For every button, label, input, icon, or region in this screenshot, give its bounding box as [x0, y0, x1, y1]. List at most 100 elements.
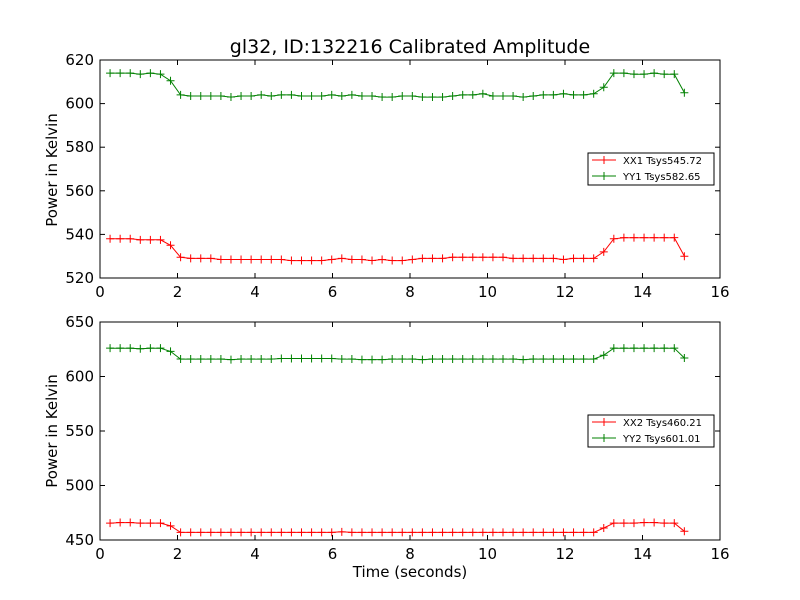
data-point-0-0-20: [307, 256, 316, 265]
data-point-0-1-43: [539, 90, 548, 99]
x-tick-label-1-5: 10: [478, 545, 497, 563]
data-point-1-1-39: [499, 355, 507, 364]
data-point-0-0-39: [499, 253, 507, 262]
data-point-0-0-49: [599, 247, 608, 256]
data-point-1-0-52: [629, 519, 638, 528]
data-point-1-1-35: [458, 355, 467, 364]
data-point-1-1-36: [468, 355, 477, 364]
legend-item-yy1: YY1 Tsys582.65: [592, 172, 701, 183]
data-point-0-0-26: [368, 256, 377, 265]
data-point-0-1-3: [136, 70, 145, 79]
x-tick-label-0-6: 12: [555, 283, 574, 301]
plot-bottom-ticks: 0 2 4 6 8 10 12 14 16 450 500 550 600 650: [65, 313, 729, 563]
data-point-1-0-25: [357, 528, 366, 537]
data-point-0-0-8: [186, 254, 195, 263]
data-point-1-1-30: [408, 355, 417, 364]
series-line-0-0: [110, 237, 685, 262]
x-tick-label-1-4: 8: [405, 545, 415, 563]
data-point-1-1-15: [257, 355, 266, 364]
data-point-0-0-6: [166, 241, 175, 250]
data-point-1-0-9: [196, 528, 205, 537]
y-tick-label-1-0: 450: [65, 531, 94, 549]
data-point-0-0-32: [428, 254, 437, 263]
data-point-0-1-7: [176, 90, 185, 99]
data-point-1-1-6: [166, 347, 175, 356]
data-point-1-0-0: [106, 519, 115, 528]
data-point-1-1-28: [388, 355, 397, 364]
data-point-0-0-22: [327, 255, 336, 264]
y-tick-label-0-3: 580: [65, 138, 94, 156]
data-point-0-0-47: [579, 254, 588, 263]
data-point-0-0-54: [650, 233, 659, 242]
data-point-1-1-18: [287, 354, 296, 363]
data-point-1-1-41: [519, 355, 528, 364]
data-point-1-0-3: [136, 519, 145, 528]
legend-top: XX1 Tsys545.72 YY1 Tsys582.65: [587, 152, 715, 186]
data-point-1-0-49: [599, 524, 608, 533]
data-point-0-0-53: [640, 233, 649, 242]
data-point-0-1-47: [579, 90, 588, 99]
x-tick-label-0-0: 0: [95, 283, 105, 301]
x-tick-label-1-0: 0: [95, 545, 105, 563]
data-point-0-1-53: [640, 70, 649, 79]
data-point-0-0-36: [468, 253, 477, 262]
data-point-0-1-19: [297, 91, 306, 100]
data-point-0-1-50: [609, 69, 618, 78]
data-point-1-0-36: [468, 528, 477, 537]
data-point-1-0-43: [539, 528, 548, 537]
data-point-0-1-40: [509, 91, 518, 100]
data-point-1-0-17: [277, 528, 286, 537]
data-point-0-1-39: [499, 91, 507, 100]
x-tick-label-1-8: 16: [710, 545, 729, 563]
data-point-1-1-7: [176, 355, 185, 364]
x-tick-label-0-5: 10: [478, 283, 497, 301]
data-point-0-1-2: [126, 69, 135, 78]
data-point-1-0-40: [509, 528, 518, 537]
series-line-1-1: [110, 347, 685, 361]
data-point-0-0-7: [176, 253, 185, 262]
data-point-0-0-27: [378, 255, 387, 264]
data-point-0-1-21: [317, 91, 326, 100]
data-point-1-0-38: [488, 528, 497, 537]
data-point-0-0-17: [277, 255, 286, 264]
data-point-1-0-41: [519, 528, 528, 537]
data-point-0-1-15: [257, 90, 266, 99]
data-point-0-0-51: [619, 233, 628, 242]
data-point-1-1-40: [509, 355, 518, 364]
data-point-1-0-28: [388, 528, 397, 537]
data-point-1-1-56: [670, 344, 679, 353]
data-point-1-1-19: [297, 354, 306, 363]
data-point-0-1-27: [378, 93, 387, 102]
data-point-1-1-26: [368, 355, 377, 364]
data-point-1-1-33: [438, 355, 447, 364]
legend-marker-yy1: [600, 172, 608, 180]
data-point-0-0-57: [680, 252, 689, 261]
data-point-1-1-11: [216, 355, 225, 364]
data-point-1-1-24: [347, 355, 356, 364]
data-point-0-0-30: [408, 255, 417, 264]
legend-box-top: [587, 152, 715, 186]
data-point-1-0-35: [458, 528, 467, 537]
data-point-1-1-10: [206, 355, 215, 364]
legend-marker-xx2: [600, 418, 608, 426]
data-point-0-0-11: [216, 255, 225, 264]
data-point-1-0-14: [247, 528, 256, 537]
data-point-1-0-10: [206, 528, 215, 537]
data-point-0-1-31: [418, 93, 427, 102]
data-point-0-0-24: [347, 255, 356, 264]
legend-label-yy1: YY1 Tsys582.65: [622, 172, 701, 183]
data-point-0-0-43: [539, 254, 548, 263]
data-point-0-1-26: [368, 91, 377, 100]
data-point-0-1-28: [388, 93, 397, 102]
data-point-0-0-0: [106, 234, 115, 243]
data-point-0-1-20: [307, 91, 316, 100]
x-tick-label-0-4: 8: [405, 283, 415, 301]
x-tick-label-1-2: 4: [250, 545, 260, 563]
data-point-0-1-30: [408, 91, 417, 100]
y-axis-label-bottom: Power in Kelvin: [43, 374, 61, 488]
data-point-0-0-21: [317, 256, 326, 265]
legend-item-xx1: XX1 Tsys545.72: [592, 156, 702, 167]
data-point-0-1-57: [680, 88, 689, 97]
data-point-0-0-28: [388, 256, 397, 265]
data-point-0-0-14: [247, 255, 256, 264]
